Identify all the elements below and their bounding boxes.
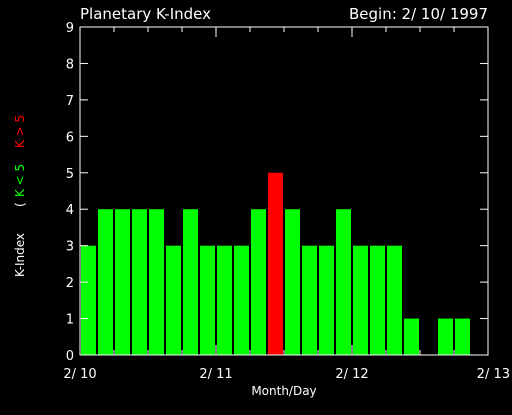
y-tick-label-8: 8 [66, 57, 74, 72]
y-tick-label-5: 5 [66, 167, 74, 182]
chart-subtitle: Begin: 2/ 10/ 1997 [349, 5, 488, 23]
x-tick-label-3: 2/ 13 [477, 367, 510, 382]
y-tick-label-6: 6 [66, 130, 74, 145]
bar-18 [387, 245, 402, 355]
bar-16 [353, 245, 368, 355]
y-tick-label-1: 1 [66, 313, 74, 328]
legend-high-label: K > 5 [13, 115, 27, 148]
legend: ( K < 5 K > 5 [13, 115, 27, 207]
bar-0 [81, 245, 96, 355]
bar-17 [370, 245, 385, 355]
bar-5 [166, 245, 181, 355]
x-axis-label: Month/Day [251, 384, 316, 398]
y-tick-label-2: 2 [66, 276, 74, 291]
bar-21 [438, 318, 453, 355]
bar-19 [404, 318, 419, 355]
y-axis-label: K-Index [13, 233, 27, 277]
bar-12 [285, 209, 300, 355]
bar-9 [234, 245, 249, 355]
legend-open-paren: ( [13, 202, 27, 207]
bar-4 [149, 209, 164, 355]
bar-22 [455, 318, 470, 355]
y-tick-label-9: 9 [66, 21, 74, 36]
bar-3 [132, 209, 147, 355]
x-tick-label-2: 2/ 12 [335, 367, 368, 382]
bars-group [81, 172, 470, 355]
y-tick-label-4: 4 [66, 203, 74, 218]
bar-15 [336, 209, 351, 355]
bar-2 [115, 209, 130, 355]
legend-low-label: K < 5 [13, 164, 27, 197]
bar-1 [98, 209, 113, 355]
chart-title: Planetary K-Index [80, 5, 211, 23]
plot-frame [79, 26, 489, 356]
x-tick-label-1: 2/ 11 [199, 367, 232, 382]
bar-7 [200, 245, 215, 355]
y-tick-label-0: 0 [66, 349, 74, 364]
y-tick-label-7: 7 [66, 94, 74, 109]
bar-11 [268, 172, 283, 355]
bar-6 [183, 209, 198, 355]
bar-14 [319, 245, 334, 355]
x-tick-label-0: 2/ 10 [63, 367, 96, 382]
bar-8 [217, 245, 232, 355]
bar-13 [302, 245, 317, 355]
bar-10 [251, 209, 266, 355]
x-ticks-group: 2/ 10 2/ 11 2/ 12 2/ 13 [63, 27, 510, 382]
y-tick-label-3: 3 [66, 240, 74, 255]
